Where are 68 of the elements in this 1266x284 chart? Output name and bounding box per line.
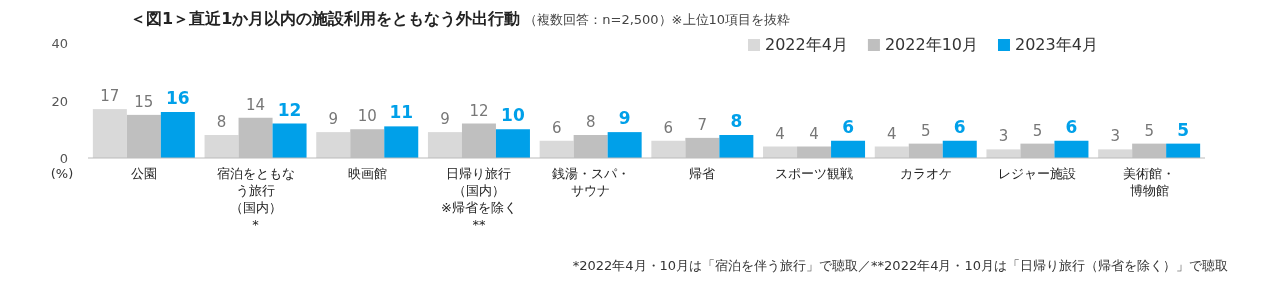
y-axis-title: (%) — [50, 166, 74, 181]
data-label: 6 — [663, 118, 674, 137]
x-tick-label: レジャー施設 — [998, 166, 1077, 181]
bar — [316, 132, 351, 158]
data-label: 8 — [216, 113, 227, 131]
bar — [1054, 140, 1089, 158]
bar — [539, 140, 574, 158]
x-tick-label: 映画館 — [347, 166, 387, 181]
data-label: 15 — [134, 92, 154, 111]
legend-label: 2022年4月 — [765, 35, 848, 54]
data-label: 16 — [166, 88, 190, 108]
x-tick-label: 帰省 — [689, 166, 716, 181]
data-label: 7 — [697, 115, 708, 134]
data-label: 10 — [357, 107, 377, 126]
bar — [607, 132, 642, 158]
data-label: 6 — [551, 118, 562, 137]
data-label: 10 — [501, 105, 525, 126]
x-tick-label: 美術館・博物館 — [1123, 166, 1176, 198]
data-label: 4 — [775, 124, 785, 143]
bar — [986, 149, 1021, 158]
bar — [92, 109, 127, 158]
data-label: 6 — [1065, 116, 1078, 137]
bar — [272, 123, 307, 158]
data-label: 14 — [246, 95, 266, 114]
data-label: 9 — [618, 108, 631, 129]
bar — [1166, 143, 1201, 158]
data-label: 9 — [440, 110, 450, 129]
bar — [427, 132, 462, 158]
data-label: 12 — [469, 101, 489, 120]
text: *2022年4月・10月は「宿泊を伴う旅行」で聴取／**2022年4月・10月は「日帰り旅行（帰省を除く）」で聴取 — [572, 258, 1228, 273]
x-tick-label: 宿泊をともなう旅行（国内）* — [216, 166, 295, 232]
bar — [651, 140, 686, 158]
bar — [160, 112, 195, 158]
chart-subtitle: （複数回答：n=2,500）※上位10項目を抜粋 — [524, 12, 791, 27]
bar — [831, 140, 866, 158]
data-label: 8 — [585, 113, 596, 131]
chart-title: ＜図1＞直近1か月以内の施設利用をともなう外出行動 — [130, 9, 521, 28]
data-label: 5 — [1032, 121, 1043, 140]
bar — [384, 126, 419, 158]
data-label: 6 — [953, 116, 966, 137]
y-tick-label: 40 — [51, 36, 68, 51]
data-label: 4 — [809, 124, 819, 143]
x-tick-label: カラオケ — [899, 166, 952, 181]
bar — [942, 140, 977, 158]
data-label: 3 — [998, 127, 1009, 146]
x-tick-label: 公園 — [130, 166, 157, 181]
data-label: 11 — [389, 102, 414, 123]
bar — [719, 135, 754, 158]
y-tick-label: 0 — [59, 151, 68, 166]
data-label: 5 — [1177, 119, 1190, 140]
bar — [204, 135, 239, 158]
data-label: 12 — [277, 99, 302, 120]
x-tick-label: 日帰り旅行（国内）※帰省を除く** — [441, 166, 517, 232]
data-label: 5 — [1144, 121, 1154, 140]
bar — [1098, 149, 1133, 158]
data-label: 3 — [1110, 127, 1120, 146]
y-tick-label: 20 — [51, 93, 68, 109]
data-label: 17 — [100, 87, 120, 106]
bar — [495, 129, 530, 158]
legend-label: 2022年10月 — [884, 35, 978, 54]
data-label: 4 — [886, 124, 897, 143]
data-label: 6 — [842, 116, 854, 137]
data-label: 5 — [920, 121, 931, 140]
legend-label: 2023年4月 — [1014, 35, 1098, 54]
x-tick-label: スポーツ観戦 — [775, 166, 854, 181]
data-label: 9 — [328, 110, 339, 129]
data-label: 8 — [730, 111, 743, 131]
x-tick-label: 銭湯・スパ・サウナ — [551, 166, 630, 198]
